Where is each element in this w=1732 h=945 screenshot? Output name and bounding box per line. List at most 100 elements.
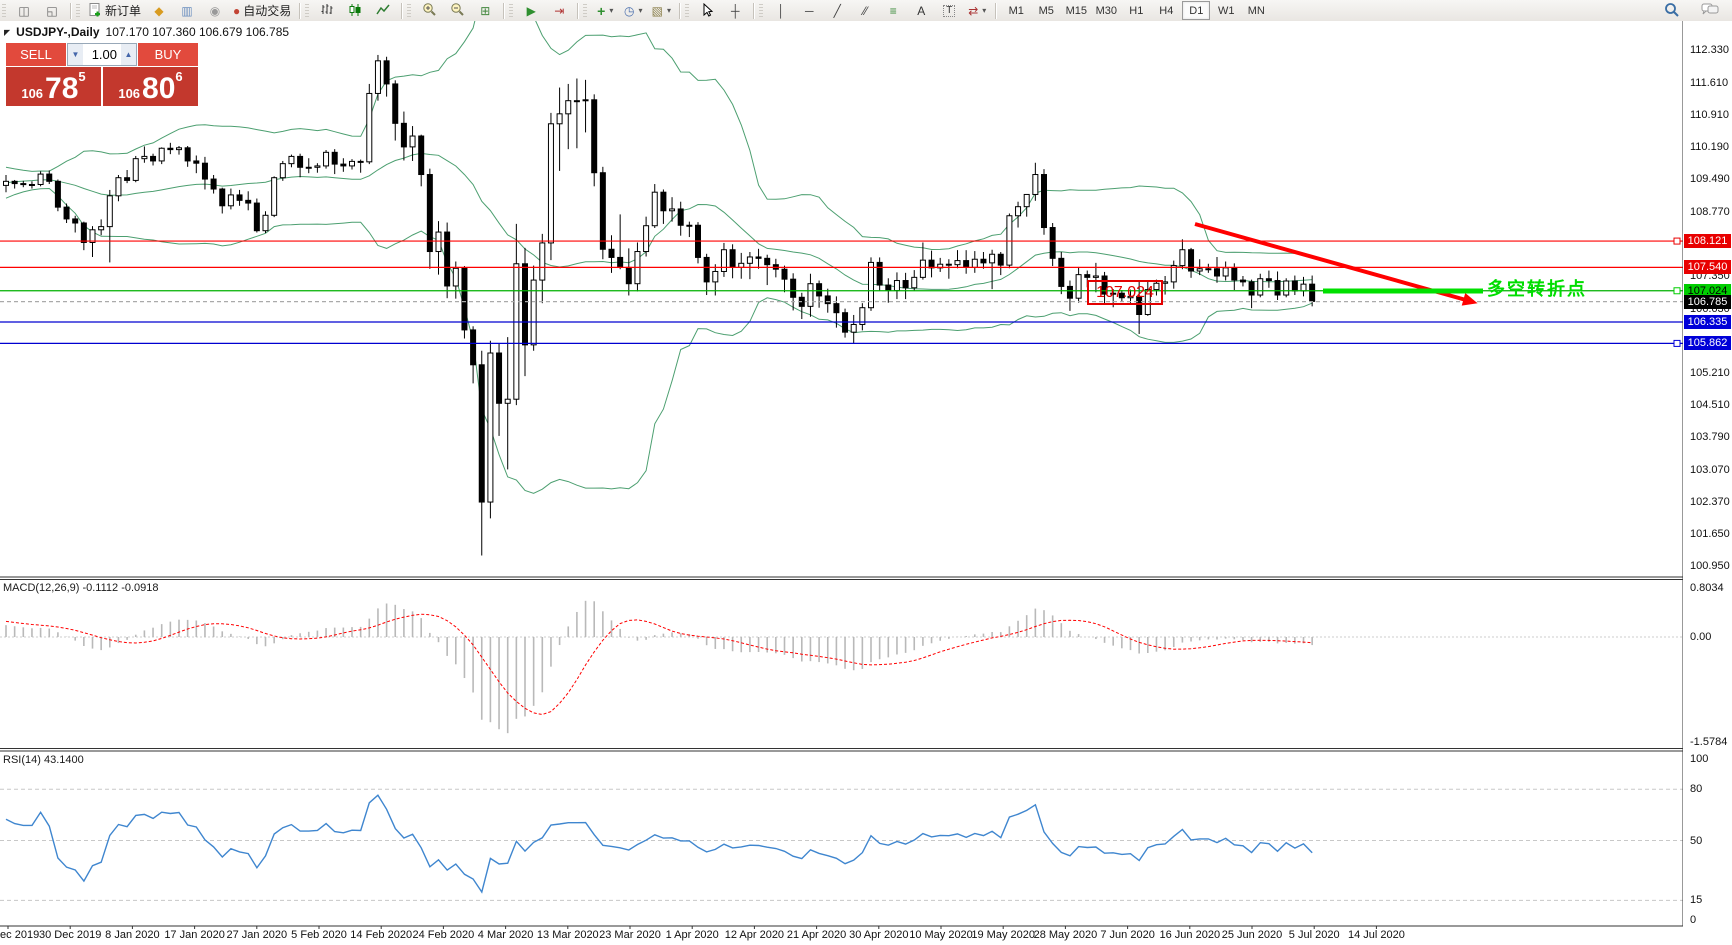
timeframe-m5-button[interactable]: M5 (1038, 4, 1054, 17)
crosshair-button[interactable]: ┼ (721, 0, 749, 21)
date-tick-label: 10 May 2020 (909, 929, 973, 941)
collapse-arrow-icon[interactable]: ◤ (4, 27, 11, 37)
timeframe-w1-button[interactable]: W1 (1218, 4, 1235, 17)
price-tick-label: 109.490 (1690, 173, 1730, 186)
vertical-line-button[interactable]: │ (767, 0, 795, 21)
rsi-tick-label: 80 (1690, 783, 1703, 796)
bid-big-digits: 78 (45, 71, 79, 105)
one-click-trading-panel: SELL ▼ 1.00 ▲ BUY 106 78 5 106 80 6 (6, 43, 198, 106)
fibonacci-retracement-button[interactable]: ≡ (879, 0, 907, 21)
auto-trading-button[interactable]: ● 自动交易 (229, 0, 295, 21)
window-icon: ◫ (18, 3, 30, 18)
price-tick-label: 105.210 (1690, 366, 1730, 379)
date-tick-label: 30 Dec 2019 (38, 929, 102, 941)
text-button[interactable]: A (907, 0, 935, 21)
date-tick-label: 14 Jul 2020 (1347, 929, 1405, 941)
chartshift-icon: ⇥ (554, 3, 565, 18)
macd-signal-line (5, 613, 1313, 716)
chart-candles-button[interactable] (341, 0, 369, 21)
date-tick-label: 30 Apr 2020 (849, 929, 909, 941)
horizontal-line-button[interactable]: ─ (795, 0, 823, 21)
new-order-button[interactable]: 新订单 (84, 0, 145, 21)
rsi-line (5, 794, 1313, 894)
ask-pip-digit: 6 (175, 69, 183, 84)
volume-value[interactable]: 1.00 (91, 47, 117, 62)
periods-button[interactable]: ◷ ▾ (619, 0, 647, 21)
linechart-icon (376, 3, 390, 19)
chart-bars-button[interactable] (313, 0, 341, 21)
price-tick-label: 112.330 (1690, 44, 1729, 57)
zoomout-icon (450, 2, 465, 19)
new-order-label: 新订单 (105, 4, 142, 18)
volume-decrease-button[interactable]: ▼ (68, 44, 83, 65)
date-tick-label: 21 Apr 2020 (786, 929, 847, 941)
toolbar-separator (577, 2, 580, 19)
channel-icon: ⁄⁄ (863, 3, 868, 18)
timeframe-d1-button[interactable]: D1 (1182, 1, 1211, 20)
trend-line-button[interactable]: ╱ (823, 0, 851, 21)
autotrade-icon: ● (233, 3, 241, 18)
ask-prefix: 106 (118, 85, 141, 101)
bid-price-button[interactable]: 106 78 5 (6, 67, 101, 106)
terminal-window-button[interactable]: ▥ (173, 0, 201, 21)
auto-scroll-button[interactable]: ▶ (517, 0, 545, 21)
print-preview-button[interactable]: ◱ (38, 0, 66, 21)
clock-icon: ◷ (624, 3, 635, 18)
indicators-list-button[interactable]: + ▾ (591, 0, 619, 21)
timeframe-mn-button[interactable]: MN (1247, 4, 1265, 17)
date-tick-label: 24 Feb 2020 (412, 929, 475, 941)
toolbar-separator (401, 2, 404, 19)
chart-line-button[interactable] (369, 0, 397, 21)
chart-shift-button[interactable]: ⇥ (545, 0, 573, 21)
docplus-icon (88, 2, 102, 19)
signal-button[interactable]: ◉ (201, 0, 229, 21)
cursor-button[interactable] (693, 0, 721, 21)
price-tag: 106.335 (1684, 314, 1731, 329)
toolbar-grip (759, 3, 764, 18)
timeframe-toolbar: M1 M5 M15 M30 H1 H4 D1 W1 MN (999, 0, 1273, 21)
price-tag: 105.862 (1684, 336, 1731, 351)
timeframe-m30-button[interactable]: M30 (1095, 4, 1117, 17)
chat-button[interactable] (1696, 0, 1724, 21)
charts-window-button[interactable]: ◫ (10, 0, 38, 21)
timeframe-m15-button[interactable]: M15 (1065, 4, 1087, 17)
toolbar-grip (509, 3, 514, 18)
date-tick-label: 4 Mar 2020 (477, 929, 534, 941)
rsi-tick-label: 50 (1690, 834, 1703, 847)
macd-indicator-label: MACD(12,26,9) -0.1112 -0.0918 (3, 582, 159, 594)
volume-increase-button[interactable]: ▲ (121, 44, 136, 65)
ask-price-button[interactable]: 106 80 6 (103, 67, 198, 106)
buy-button[interactable]: BUY (138, 43, 198, 66)
price-axis[interactable]: 112.330 111.610 110.910 110.190 109.490 108.7… (1683, 21, 1732, 945)
fibo-icon: ≡ (889, 3, 897, 18)
price-tick-label: 104.510 (1690, 398, 1730, 411)
search-button[interactable] (1658, 0, 1686, 21)
chat-icon (1701, 2, 1719, 19)
tline-icon: ╱ (833, 3, 841, 18)
bars-icon (320, 3, 334, 19)
price-tick-label: 110.190 (1690, 141, 1729, 154)
date-tick-label: 20 Dec 2019 (0, 929, 40, 941)
tile-windows-button[interactable]: ⊞ (471, 0, 499, 21)
zoom-out-button[interactable] (443, 0, 471, 21)
arrows-button[interactable]: ⇄ ▾ (963, 0, 991, 21)
text-label-button[interactable]: T (935, 0, 963, 21)
templates-button[interactable]: ▧ ▾ (647, 0, 675, 21)
date-tick-label: 17 Jan 2020 (164, 929, 225, 941)
timeframe-m1-button[interactable]: M1 (1008, 4, 1024, 17)
meta-editor-button[interactable]: ◆ (145, 0, 173, 21)
timeframe-h1-button[interactable]: H1 (1129, 4, 1144, 17)
toolbar-group: + ▾ ◷ ▾ ▧ ▾ (589, 0, 677, 21)
toolbar-grip (407, 3, 412, 18)
equidistant-channel-button[interactable]: ⁄⁄ (851, 0, 879, 21)
zoom-in-button[interactable] (415, 0, 443, 21)
timeframe-h4-button[interactable]: H4 (1159, 4, 1174, 17)
bollinger-band-line (5, 187, 1313, 494)
chevron-down-icon: ▾ (638, 6, 643, 15)
chart-plot[interactable] (0, 21, 1732, 945)
toolbar-separator (70, 2, 72, 19)
sell-button[interactable]: SELL (6, 43, 66, 66)
price-tick-label: 102.370 (1690, 495, 1730, 508)
price-annotation-box: 107.024 (1087, 280, 1163, 305)
